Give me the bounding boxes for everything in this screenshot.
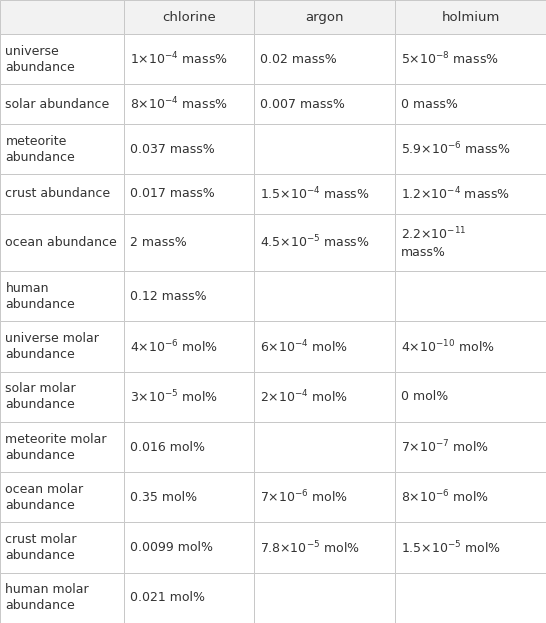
Bar bbox=[254, 0, 395, 34]
Bar bbox=[0, 124, 124, 174]
Text: 0.016 mol%: 0.016 mol% bbox=[130, 440, 205, 454]
Text: meteorite molar
abundance: meteorite molar abundance bbox=[5, 432, 107, 462]
Bar bbox=[0, 321, 124, 372]
Text: $1.2{\times}10^{-4}$ mass%: $1.2{\times}10^{-4}$ mass% bbox=[401, 186, 510, 202]
Bar bbox=[124, 472, 254, 523]
Bar bbox=[124, 573, 254, 623]
Text: $4.5{\times}10^{-5}$ mass%: $4.5{\times}10^{-5}$ mass% bbox=[260, 234, 370, 250]
Text: universe molar
abundance: universe molar abundance bbox=[5, 332, 99, 361]
Text: 0 mass%: 0 mass% bbox=[401, 98, 458, 111]
Bar bbox=[395, 422, 546, 472]
Text: crust molar
abundance: crust molar abundance bbox=[5, 533, 77, 562]
Bar bbox=[254, 84, 395, 124]
Bar bbox=[395, 214, 546, 271]
Bar bbox=[254, 214, 395, 271]
Bar bbox=[0, 472, 124, 523]
Text: argon: argon bbox=[306, 11, 344, 24]
Text: 0.037 mass%: 0.037 mass% bbox=[130, 143, 215, 156]
Bar bbox=[254, 34, 395, 84]
Bar bbox=[124, 271, 254, 321]
Bar bbox=[0, 84, 124, 124]
Bar bbox=[254, 523, 395, 573]
Bar bbox=[0, 214, 124, 271]
Bar bbox=[0, 523, 124, 573]
Bar bbox=[124, 422, 254, 472]
Bar bbox=[395, 34, 546, 84]
Bar bbox=[395, 84, 546, 124]
Bar bbox=[0, 372, 124, 422]
Bar bbox=[124, 372, 254, 422]
Text: human molar
abundance: human molar abundance bbox=[5, 583, 89, 612]
Bar bbox=[254, 422, 395, 472]
Text: 0.0099 mol%: 0.0099 mol% bbox=[130, 541, 213, 554]
Bar bbox=[395, 0, 546, 34]
Bar bbox=[395, 124, 546, 174]
Bar bbox=[0, 573, 124, 623]
Text: universe
abundance: universe abundance bbox=[5, 45, 75, 74]
Text: $7{\times}10^{-7}$ mol%: $7{\times}10^{-7}$ mol% bbox=[401, 439, 489, 455]
Text: $1{\times}10^{-4}$ mass%: $1{\times}10^{-4}$ mass% bbox=[130, 51, 228, 67]
Bar bbox=[0, 174, 124, 214]
Bar bbox=[124, 214, 254, 271]
Bar bbox=[395, 321, 546, 372]
Bar bbox=[124, 84, 254, 124]
Text: 0.007 mass%: 0.007 mass% bbox=[260, 98, 345, 111]
Text: 0 mol%: 0 mol% bbox=[401, 390, 448, 403]
Text: $7{\times}10^{-6}$ mol%: $7{\times}10^{-6}$ mol% bbox=[260, 489, 348, 506]
Bar bbox=[0, 271, 124, 321]
Text: $1.5{\times}10^{-5}$ mol%: $1.5{\times}10^{-5}$ mol% bbox=[401, 540, 501, 556]
Text: $2.2{\times}10^{-11}$
mass%: $2.2{\times}10^{-11}$ mass% bbox=[401, 226, 466, 259]
Bar bbox=[254, 372, 395, 422]
Text: ocean molar
abundance: ocean molar abundance bbox=[5, 483, 84, 512]
Text: $8{\times}10^{-4}$ mass%: $8{\times}10^{-4}$ mass% bbox=[130, 96, 228, 112]
Text: $8{\times}10^{-6}$ mol%: $8{\times}10^{-6}$ mol% bbox=[401, 489, 489, 506]
Text: crust abundance: crust abundance bbox=[5, 188, 111, 201]
Bar bbox=[0, 34, 124, 84]
Text: ocean abundance: ocean abundance bbox=[5, 236, 117, 249]
Bar bbox=[395, 174, 546, 214]
Text: 0.02 mass%: 0.02 mass% bbox=[260, 53, 337, 66]
Bar bbox=[254, 124, 395, 174]
Text: meteorite
abundance: meteorite abundance bbox=[5, 135, 75, 163]
Text: holmium: holmium bbox=[442, 11, 500, 24]
Bar bbox=[124, 124, 254, 174]
Bar bbox=[395, 372, 546, 422]
Text: solar abundance: solar abundance bbox=[5, 98, 110, 111]
Text: $5{\times}10^{-8}$ mass%: $5{\times}10^{-8}$ mass% bbox=[401, 51, 498, 67]
Bar bbox=[124, 0, 254, 34]
Text: 0.017 mass%: 0.017 mass% bbox=[130, 188, 215, 201]
Text: 0.021 mol%: 0.021 mol% bbox=[130, 591, 205, 604]
Bar bbox=[254, 472, 395, 523]
Text: solar molar
abundance: solar molar abundance bbox=[5, 383, 76, 411]
Text: $4{\times}10^{-10}$ mol%: $4{\times}10^{-10}$ mol% bbox=[401, 338, 495, 355]
Bar bbox=[254, 321, 395, 372]
Text: $6{\times}10^{-4}$ mol%: $6{\times}10^{-4}$ mol% bbox=[260, 338, 348, 355]
Text: $1.5{\times}10^{-4}$ mass%: $1.5{\times}10^{-4}$ mass% bbox=[260, 186, 370, 202]
Text: 0.35 mol%: 0.35 mol% bbox=[130, 491, 197, 504]
Text: $7.8{\times}10^{-5}$ mol%: $7.8{\times}10^{-5}$ mol% bbox=[260, 540, 360, 556]
Text: human
abundance: human abundance bbox=[5, 282, 75, 311]
Bar bbox=[395, 271, 546, 321]
Bar bbox=[0, 0, 124, 34]
Bar bbox=[124, 321, 254, 372]
Bar bbox=[124, 174, 254, 214]
Text: $4{\times}10^{-6}$ mol%: $4{\times}10^{-6}$ mol% bbox=[130, 338, 218, 355]
Text: 0.12 mass%: 0.12 mass% bbox=[130, 290, 206, 303]
Bar bbox=[254, 271, 395, 321]
Text: $2{\times}10^{-4}$ mol%: $2{\times}10^{-4}$ mol% bbox=[260, 389, 348, 405]
Bar bbox=[254, 573, 395, 623]
Bar bbox=[395, 523, 546, 573]
Text: $5.9{\times}10^{-6}$ mass%: $5.9{\times}10^{-6}$ mass% bbox=[401, 141, 511, 158]
Bar bbox=[254, 174, 395, 214]
Bar bbox=[124, 523, 254, 573]
Bar bbox=[395, 573, 546, 623]
Bar bbox=[0, 422, 124, 472]
Text: $3{\times}10^{-5}$ mol%: $3{\times}10^{-5}$ mol% bbox=[130, 389, 218, 405]
Text: chlorine: chlorine bbox=[163, 11, 216, 24]
Bar bbox=[395, 472, 546, 523]
Text: 2 mass%: 2 mass% bbox=[130, 236, 187, 249]
Bar bbox=[124, 34, 254, 84]
